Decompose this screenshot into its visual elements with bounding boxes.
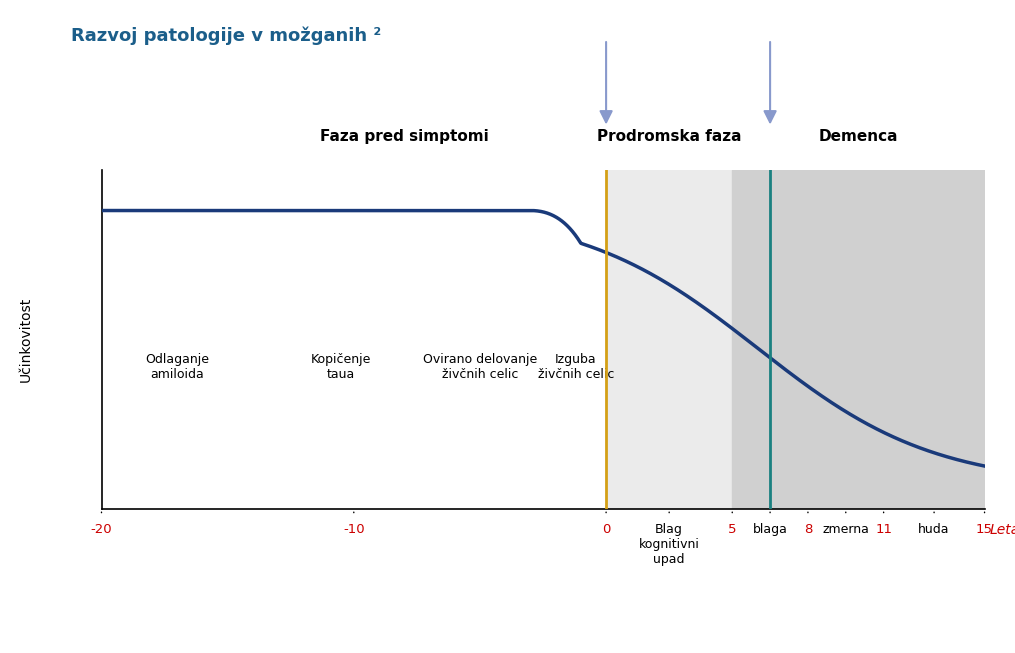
Text: 8: 8 bbox=[804, 523, 812, 536]
Text: -20: -20 bbox=[90, 523, 113, 536]
Text: 15: 15 bbox=[976, 523, 993, 536]
Text: Razvoj patologije v možganih ²: Razvoj patologije v možganih ² bbox=[71, 26, 382, 44]
Bar bbox=[606, 170, 732, 509]
Text: 5: 5 bbox=[728, 523, 737, 536]
Text: blaga: blaga bbox=[753, 523, 788, 536]
Text: Faza pred simptomi: Faza pred simptomi bbox=[320, 129, 488, 144]
Text: Kopičenje
taua: Kopičenje taua bbox=[311, 353, 371, 381]
Text: huda: huda bbox=[919, 523, 950, 536]
Text: Ovirano delovanje
živčnih celic: Ovirano delovanje živčnih celic bbox=[423, 353, 537, 381]
Bar bbox=[732, 170, 985, 509]
Text: 0: 0 bbox=[602, 523, 610, 536]
Text: Leta: Leta bbox=[990, 523, 1015, 537]
Text: Demenca: Demenca bbox=[819, 129, 898, 144]
Text: Odlaganje
amiloida: Odlaganje amiloida bbox=[145, 353, 209, 381]
Text: 11: 11 bbox=[875, 523, 892, 536]
Text: Prodromska faza: Prodromska faza bbox=[597, 129, 741, 144]
Text: Blag
kognitivni
upad: Blag kognitivni upad bbox=[638, 523, 699, 566]
Text: Izguba
živčnih celic: Izguba živčnih celic bbox=[538, 353, 614, 381]
Text: Učinkovitost: Učinkovitost bbox=[18, 297, 32, 382]
Text: zmerna: zmerna bbox=[822, 523, 869, 536]
Text: -10: -10 bbox=[343, 523, 364, 536]
